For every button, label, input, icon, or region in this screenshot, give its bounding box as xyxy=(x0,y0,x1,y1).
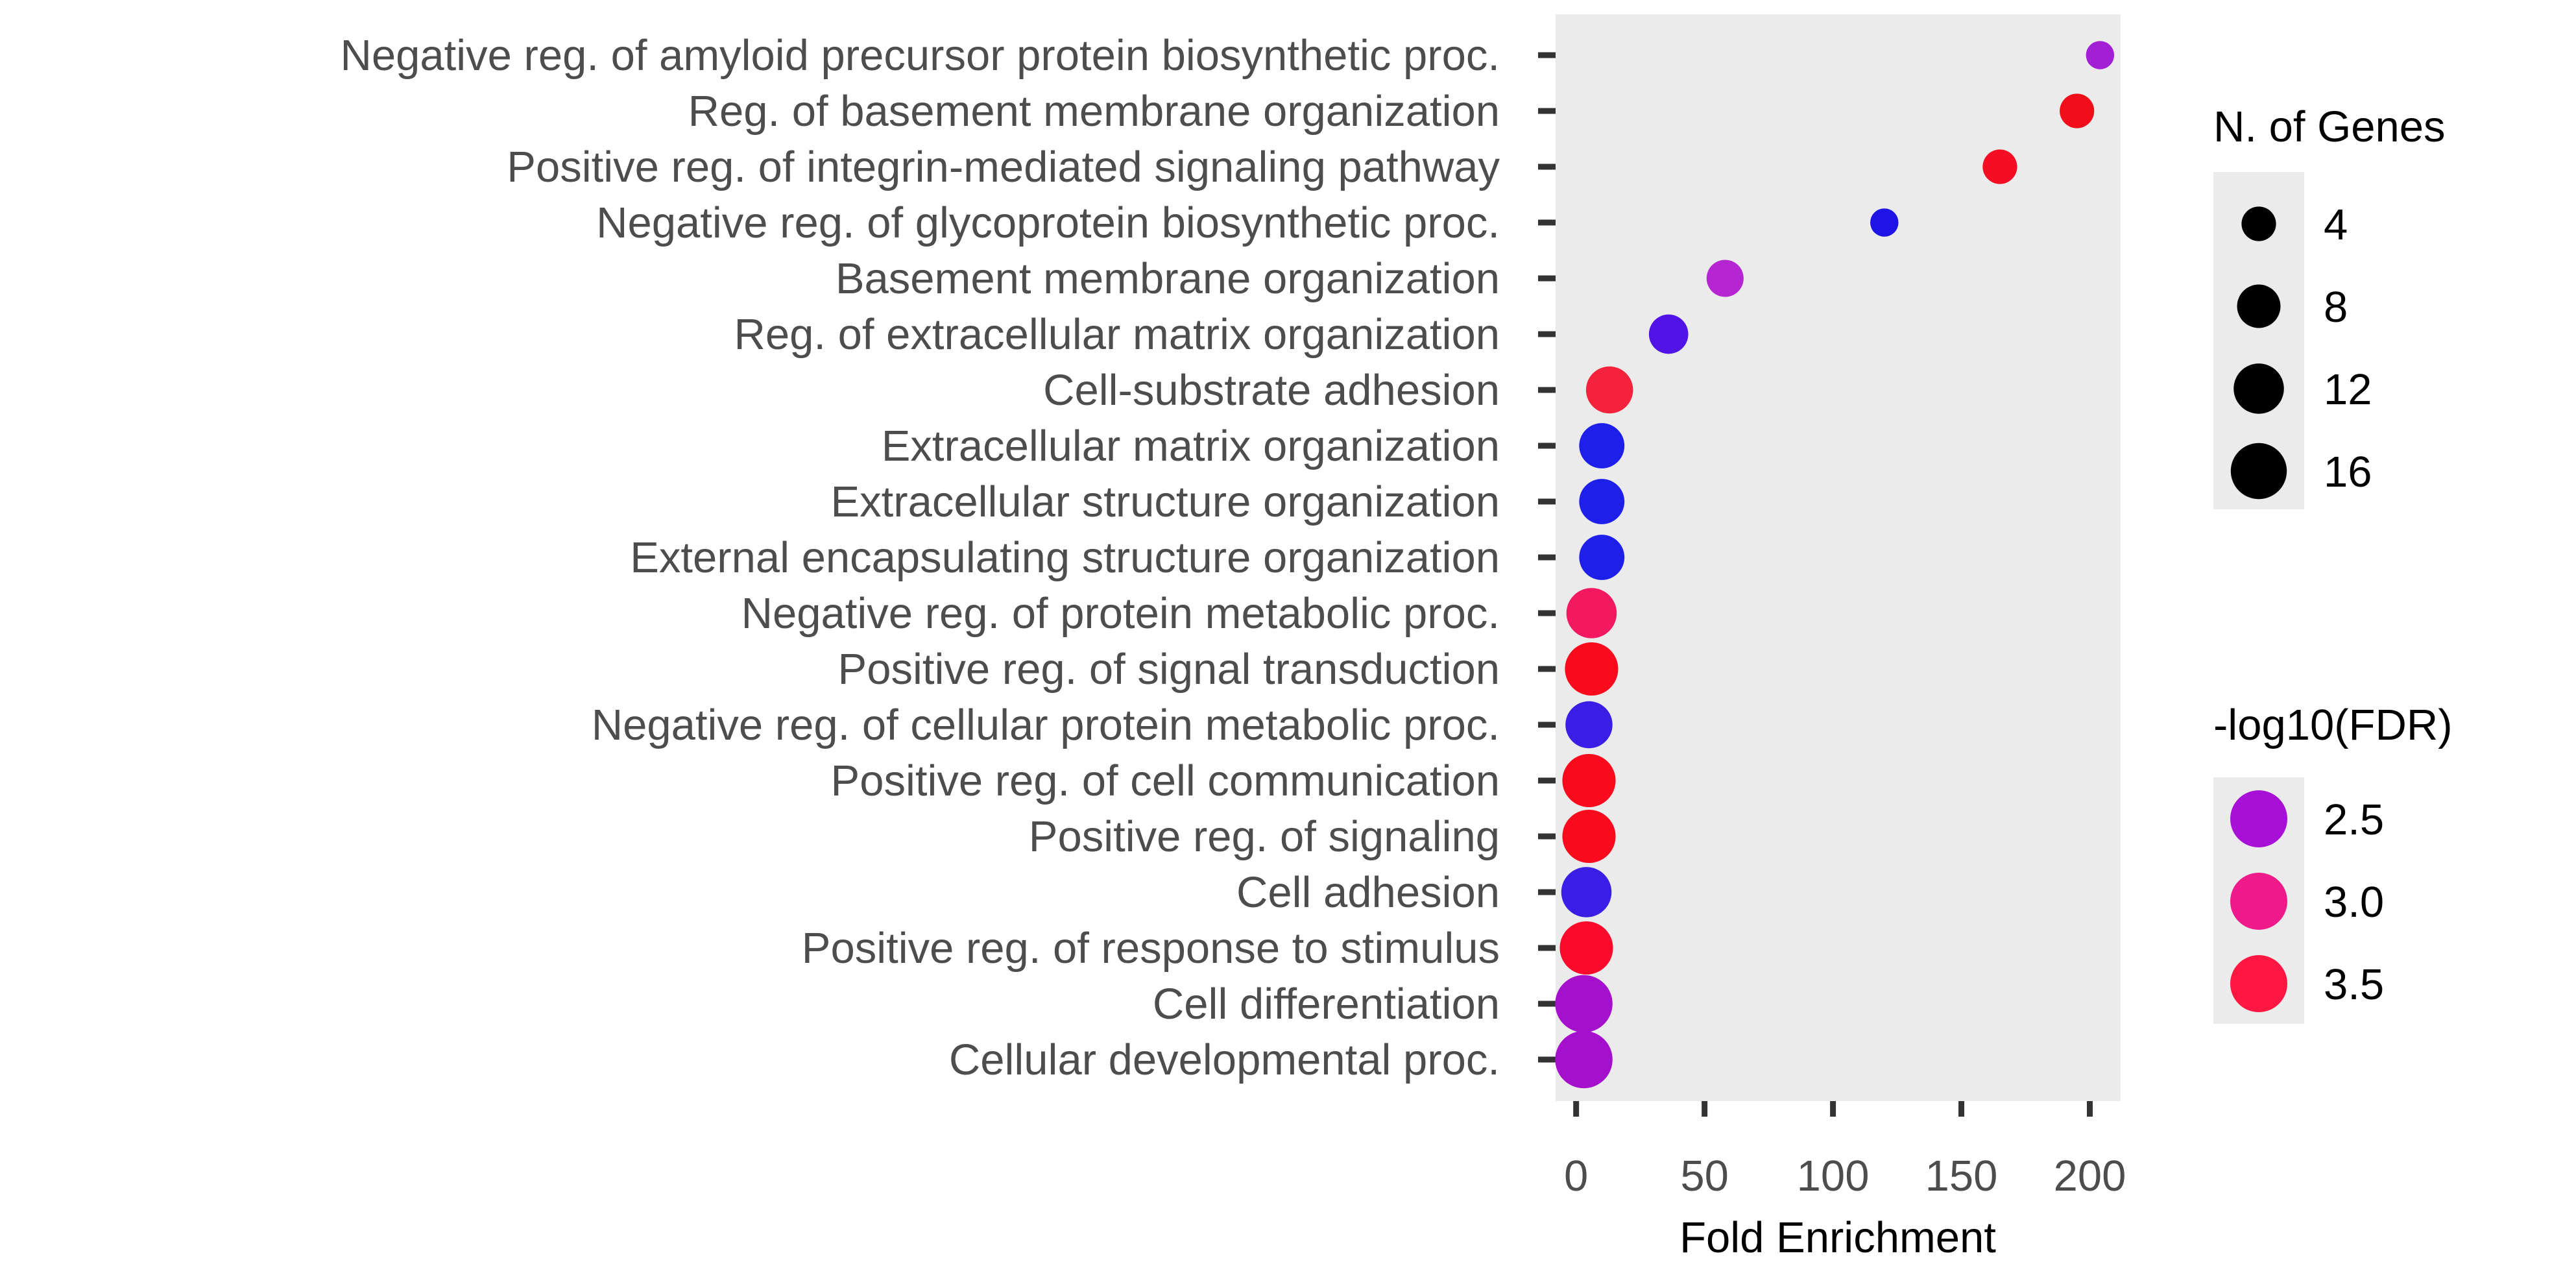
y-tick-label: External encapsulating structure organiz… xyxy=(630,533,1500,582)
data-point xyxy=(1565,642,1619,696)
data-point xyxy=(1562,809,1616,864)
x-tick-label: 150 xyxy=(1925,1152,1998,1200)
size-legend-label: 8 xyxy=(2324,283,2348,332)
color-legend-label: 3.0 xyxy=(2324,878,2384,927)
color-legend-title: -log10(FDR) xyxy=(2213,701,2453,749)
data-point xyxy=(1585,366,1633,414)
y-tick-label: Positive reg. of signal transduction xyxy=(838,645,1500,694)
color-legend: -log10(FDR) 2.5 3.0 3.5 xyxy=(2213,701,2453,1024)
data-point xyxy=(1579,535,1625,580)
plot-panel xyxy=(1556,14,2121,1101)
data-point xyxy=(1579,423,1625,468)
y-axis: Negative reg. of amyloid precursor prote… xyxy=(340,31,1556,1084)
x-axis-title: Fold Enrichment xyxy=(1679,1213,1996,1262)
data-point xyxy=(1982,149,2017,184)
y-tick-label: Positive reg. of response to stimulus xyxy=(802,924,1500,973)
data-point xyxy=(1565,701,1613,749)
data-point xyxy=(1579,479,1625,524)
x-tick-label: 200 xyxy=(2054,1152,2126,1200)
data-point xyxy=(1555,975,1613,1033)
y-tick-label: Extracellular structure organization xyxy=(830,478,1500,526)
data-point xyxy=(1648,314,1689,354)
y-tick-label: Negative reg. of protein metabolic proc. xyxy=(741,589,1500,638)
color-legend-key xyxy=(2230,955,2287,1012)
data-point xyxy=(1559,921,1613,975)
size-legend-key xyxy=(2233,363,2284,414)
y-tick-label: Cellular developmental proc. xyxy=(949,1036,1500,1084)
x-tick-label: 50 xyxy=(1680,1152,1729,1200)
size-legend-label: 16 xyxy=(2324,448,2372,496)
y-tick-label: Cell adhesion xyxy=(1236,868,1500,917)
y-tick-label: Positive reg. of integrin-mediated signa… xyxy=(507,143,1500,191)
size-legend-label: 12 xyxy=(2324,365,2372,414)
data-point xyxy=(1566,588,1617,638)
color-legend-key xyxy=(2230,873,2287,930)
size-legend-key xyxy=(2237,284,2281,328)
y-tick-label: Reg. of extracellular matrix organizatio… xyxy=(734,310,1500,359)
data-point xyxy=(2086,41,2115,69)
y-tick-label: Negative reg. of amyloid precursor prote… xyxy=(340,31,1500,80)
color-legend-label: 2.5 xyxy=(2324,795,2384,844)
y-tick-label: Negative reg. of glycoprotein biosynthet… xyxy=(596,199,1500,247)
y-tick-label: Extracellular matrix organization xyxy=(882,422,1500,470)
y-tick-label: Positive reg. of signaling xyxy=(1029,812,1500,861)
x-tick-label: 0 xyxy=(1564,1152,1588,1200)
data-point xyxy=(2060,93,2095,128)
data-point xyxy=(1555,1030,1613,1089)
y-tick-label: Negative reg. of cellular protein metabo… xyxy=(592,701,1500,749)
y-tick-label: Cell-substrate adhesion xyxy=(1043,366,1500,415)
y-tick-label: Cell differentiation xyxy=(1153,980,1500,1028)
y-tick-label: Positive reg. of cell communication xyxy=(831,757,1500,805)
size-legend-items: 4 8 12 16 xyxy=(2230,200,2372,500)
data-point xyxy=(1562,753,1616,808)
size-legend: N. of Genes 4 8 12 16 xyxy=(2213,103,2446,509)
size-legend-label: 4 xyxy=(2324,200,2348,249)
data-point xyxy=(1706,260,1744,297)
size-legend-key xyxy=(2230,443,2287,500)
color-legend-key xyxy=(2230,790,2287,847)
x-tick-label: 100 xyxy=(1797,1152,1870,1200)
data-point xyxy=(1870,208,1899,237)
size-legend-title: N. of Genes xyxy=(2213,103,2446,151)
color-legend-items: 2.5 3.0 3.5 xyxy=(2230,790,2384,1012)
size-legend-key xyxy=(2241,206,2276,241)
data-points xyxy=(1555,41,2115,1089)
y-tick-label: Reg. of basement membrane organization xyxy=(688,87,1500,136)
data-point xyxy=(1561,867,1612,917)
x-axis: 0 50 100 150 200 xyxy=(1564,1101,2126,1200)
y-tick-label: Basement membrane organization xyxy=(836,254,1500,303)
color-legend-label: 3.5 xyxy=(2324,960,2384,1009)
